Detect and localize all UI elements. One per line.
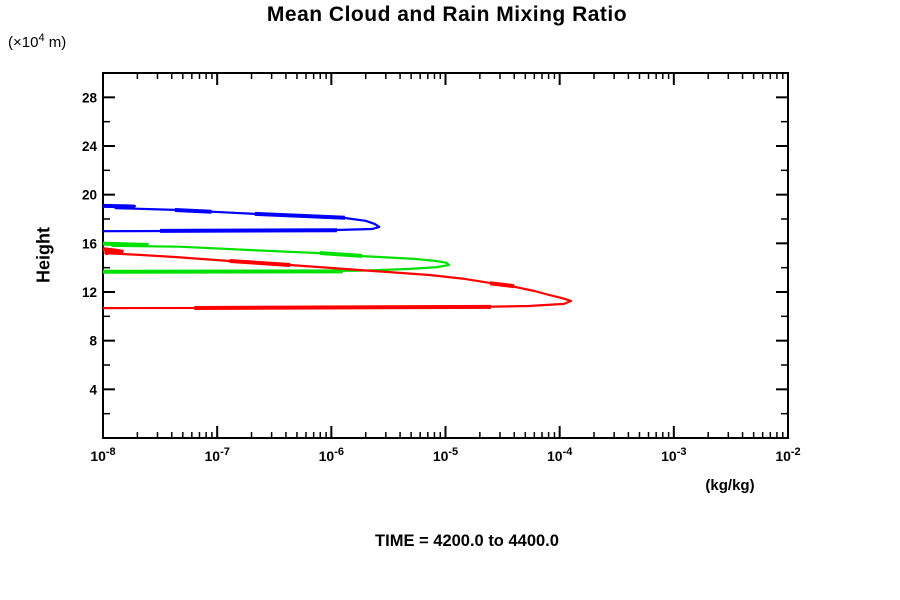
x-tick-label: 10-3 bbox=[661, 446, 686, 464]
curve-thick-green-profile bbox=[102, 241, 149, 248]
time-annotation: TIME = 4200.0 to 4400.0 bbox=[375, 532, 559, 550]
y-tick-label: 4 bbox=[89, 382, 97, 397]
curve-green-profile bbox=[102, 242, 450, 273]
curve-thick-red-profile bbox=[229, 258, 291, 267]
curve-thick-green-profile bbox=[319, 251, 363, 258]
y-tick-label: 24 bbox=[82, 139, 98, 154]
y-axis-unit-label: (×104 m) bbox=[8, 32, 66, 51]
plot-frame bbox=[102, 72, 789, 439]
y-tick-label: 8 bbox=[89, 334, 97, 349]
y-tick-label: 12 bbox=[82, 285, 97, 300]
curve-thick-blue-profile bbox=[254, 211, 346, 220]
curve-thick-blue-profile bbox=[160, 228, 338, 233]
y-tick-label: 28 bbox=[82, 90, 98, 105]
curve-thick-blue-profile bbox=[102, 203, 136, 209]
curve-thick-red-profile bbox=[194, 304, 492, 310]
x-tick-label: 10-5 bbox=[433, 446, 458, 464]
x-tick-label: 10-2 bbox=[775, 446, 800, 464]
y-axis-unit-prefix: (×10 bbox=[8, 34, 39, 51]
curve-red-profile bbox=[102, 247, 573, 310]
y-tick-label: 20 bbox=[82, 188, 97, 203]
x-tick-label: 10-6 bbox=[319, 446, 344, 464]
y-tick-label: 16 bbox=[82, 236, 98, 251]
chart-title: Mean Cloud and Rain Mixing Ratio bbox=[266, 3, 628, 26]
y-axis-unit-suffix: m) bbox=[44, 34, 67, 51]
curve-thick-blue-profile bbox=[174, 207, 212, 214]
curve-thick-red-profile bbox=[104, 249, 115, 256]
curve-thick-red-profile bbox=[489, 281, 515, 289]
x-axis-unit-label: (kg/kg) bbox=[705, 477, 755, 494]
y-axis-unit-exponent: 4 bbox=[38, 32, 45, 44]
x-tick-label: 10-7 bbox=[204, 446, 229, 464]
x-tick-label: 10-4 bbox=[547, 446, 573, 464]
x-tick-label: 10-8 bbox=[90, 446, 115, 464]
